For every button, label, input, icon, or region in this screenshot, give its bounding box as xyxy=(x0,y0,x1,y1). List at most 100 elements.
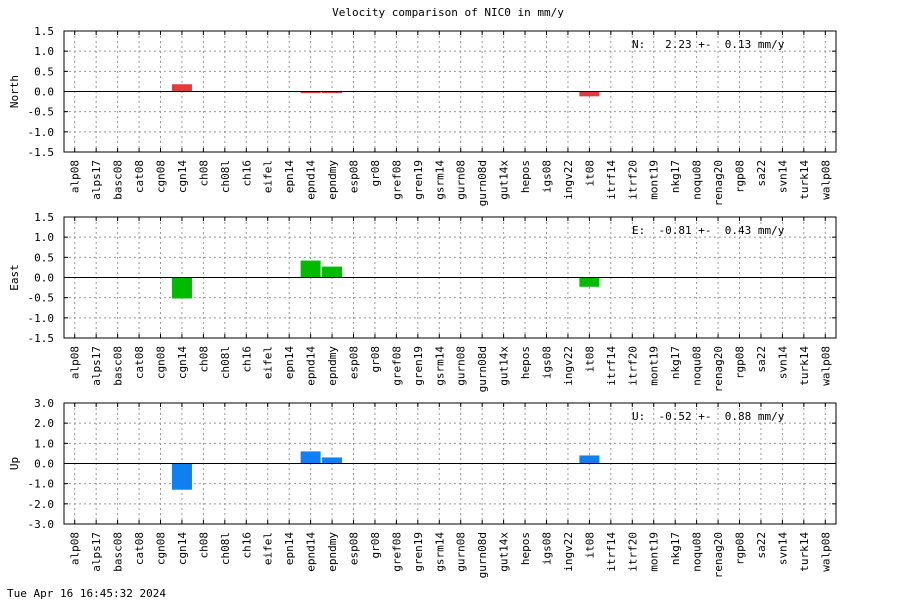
bar-east-cgn14 xyxy=(171,277,192,299)
velocity-annotation: E: -0.81 +- 0.43 mm/y xyxy=(632,224,785,237)
x-tick-label: ch16 xyxy=(240,160,253,187)
x-tick-label: igs08 xyxy=(541,160,554,193)
x-tick-label: svn14 xyxy=(776,346,789,379)
y-axis-label: East xyxy=(8,264,21,291)
bar-east-epnd14 xyxy=(300,260,321,278)
x-tick-label: gref08 xyxy=(390,532,403,572)
x-tick-label: mont19 xyxy=(648,346,661,386)
velocity-annotation: N: 2.23 +- 0.13 mm/y xyxy=(632,38,785,51)
x-tick-label: cgn08 xyxy=(155,532,168,565)
x-tick-label: basc08 xyxy=(112,532,125,572)
x-tick-label: renag20 xyxy=(712,346,725,392)
x-tick-label: ingv22 xyxy=(562,160,575,200)
bar-north-cgn14 xyxy=(171,84,192,92)
bar-up-epndmy xyxy=(322,457,343,464)
x-tick-label: rgp08 xyxy=(734,346,747,379)
x-tick-label: walp08 xyxy=(819,532,832,572)
bar-east-epndmy xyxy=(322,266,343,278)
y-tick-label: 1.0 xyxy=(34,437,54,450)
x-tick-label: ch08 xyxy=(197,160,210,187)
x-tick-label: svn14 xyxy=(776,160,789,193)
x-tick-label: itrf20 xyxy=(626,532,639,572)
x-tick-label: cat08 xyxy=(133,160,146,193)
x-tick-label: basc08 xyxy=(112,160,125,200)
x-tick-label: alps17 xyxy=(90,532,103,572)
x-tick-label: nkg17 xyxy=(669,532,682,565)
x-tick-label: renag20 xyxy=(712,532,725,578)
chart-title: Velocity comparison of NIC0 in mm/y xyxy=(332,6,564,19)
x-tick-label: gurn08d xyxy=(476,532,489,578)
bar-up-it08 xyxy=(579,455,600,464)
x-tick-label: walp08 xyxy=(819,346,832,386)
x-tick-label: gut14x xyxy=(498,160,511,200)
x-tick-label: gref08 xyxy=(390,346,403,386)
panel-north: 1.5 1.0 0.5 0.0 -0.5 -1.0 -1.5 alp08 alps17 basc0… xyxy=(8,25,837,206)
y-tick-label: -1.5 xyxy=(28,146,55,159)
x-tick-label: gsrm14 xyxy=(433,160,446,200)
x-tick-label: epndmy xyxy=(326,160,339,200)
x-tick-label: alps17 xyxy=(90,160,103,200)
bar-north-it08 xyxy=(579,91,600,97)
x-tick-label: itrf14 xyxy=(605,160,618,200)
x-tick-label: gurn08 xyxy=(455,160,468,200)
x-tick-label: eifel xyxy=(262,532,275,565)
x-tick-label: turk14 xyxy=(798,160,811,200)
x-tick-label: gurn08 xyxy=(455,346,468,386)
bar-up-cgn14 xyxy=(171,463,192,490)
x-tick-label: itrf20 xyxy=(626,346,639,386)
x-tick-label: alp08 xyxy=(69,346,82,379)
x-tick-label: gsrm14 xyxy=(433,346,446,386)
x-tick-label: alp08 xyxy=(69,532,82,565)
x-tick-label: ch08 xyxy=(197,346,210,373)
y-tick-label: 1.5 xyxy=(34,211,54,224)
x-tick-label: igs08 xyxy=(541,532,554,565)
panel-up: 3.0 2.0 1.0 0.0 -1.0 -2.0 -3.0 alp08 alps17 basc0… xyxy=(8,397,837,578)
x-tick-label: it08 xyxy=(583,346,596,373)
x-tick-label: svn14 xyxy=(776,532,789,565)
x-tick-label: gut14x xyxy=(498,346,511,386)
x-tick-label: turk14 xyxy=(798,532,811,572)
y-tick-label: -1.0 xyxy=(28,126,55,139)
x-tick-label: it08 xyxy=(583,532,596,559)
velocity-annotation: U: -0.52 +- 0.88 mm/y xyxy=(632,410,785,423)
x-tick-label: ch08 xyxy=(197,532,210,559)
x-tick-label: epn14 xyxy=(283,160,296,193)
y-tick-label: 0.0 xyxy=(34,272,54,285)
x-tick-label: gut14x xyxy=(498,532,511,572)
x-tick-label: noqu08 xyxy=(691,346,704,386)
x-tick-label: hepos xyxy=(519,160,532,193)
bar-east-it08 xyxy=(579,277,600,287)
x-tick-label: sa22 xyxy=(755,160,768,187)
x-tick-label: cgn08 xyxy=(155,160,168,193)
x-tick-label: cgn14 xyxy=(176,532,189,565)
x-tick-label: rgp08 xyxy=(734,160,747,193)
x-tick-label: mont19 xyxy=(648,160,661,200)
x-tick-label: epndmy xyxy=(326,532,339,572)
x-tick-label: gref08 xyxy=(390,160,403,200)
x-tick-label: esp08 xyxy=(348,346,361,379)
y-tick-label: 3.0 xyxy=(34,397,54,410)
x-tick-label: epnd14 xyxy=(305,346,318,386)
panel-east: 1.5 1.0 0.5 0.0 -0.5 -1.0 -1.5 alp08 alps17 basc0… xyxy=(8,211,837,392)
x-tick-label: nkg17 xyxy=(669,160,682,193)
x-tick-label: epndmy xyxy=(326,346,339,386)
x-tick-label: ch08l xyxy=(219,532,232,565)
x-tick-label: alps17 xyxy=(90,346,103,386)
x-tick-label: gren19 xyxy=(412,160,425,200)
y-tick-label: -2.0 xyxy=(28,498,55,511)
y-tick-label: 1.0 xyxy=(34,231,54,244)
x-tick-label: itrf20 xyxy=(626,160,639,200)
x-tick-label: itrf14 xyxy=(605,532,618,572)
x-tick-label: cgn14 xyxy=(176,160,189,193)
x-tick-label: basc08 xyxy=(112,346,125,386)
y-tick-label: -1.5 xyxy=(28,332,55,345)
y-tick-label: -3.0 xyxy=(28,518,55,531)
y-tick-label: 0.5 xyxy=(34,65,54,78)
x-tick-label: nkg17 xyxy=(669,346,682,379)
x-tick-label: esp08 xyxy=(348,532,361,565)
x-tick-label: sa22 xyxy=(755,346,768,373)
x-tick-label: eifel xyxy=(262,346,275,379)
x-tick-label: gsrm14 xyxy=(433,532,446,572)
x-tick-label: cat08 xyxy=(133,346,146,379)
